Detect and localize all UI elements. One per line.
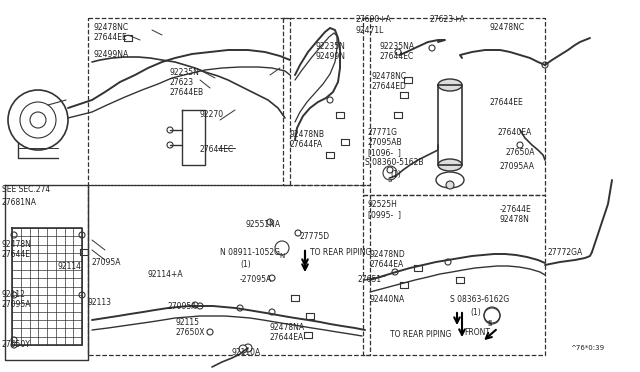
Text: 27095A: 27095A (168, 302, 198, 311)
Text: 27650X: 27650X (175, 328, 205, 337)
Text: N: N (279, 253, 284, 259)
Text: 92112: 92112 (2, 290, 26, 299)
Ellipse shape (438, 159, 462, 171)
Text: TO REAR PIPING: TO REAR PIPING (390, 330, 451, 339)
Text: 92499N: 92499N (315, 52, 345, 61)
Text: 27623: 27623 (170, 78, 194, 87)
Circle shape (239, 345, 247, 353)
Circle shape (269, 275, 275, 281)
Text: 92235N: 92235N (315, 42, 345, 51)
Text: 92499NA: 92499NA (93, 50, 128, 59)
Text: S 08360-5162B: S 08360-5162B (365, 158, 424, 167)
Text: 27644ED: 27644ED (372, 82, 407, 91)
Text: 92114+A: 92114+A (148, 270, 184, 279)
Text: 92440NA: 92440NA (370, 295, 405, 304)
Text: TO REAR PIPING: TO REAR PIPING (310, 248, 371, 257)
Text: -27095A: -27095A (240, 275, 272, 284)
Text: 27644FA: 27644FA (290, 140, 323, 149)
Text: 27644EE: 27644EE (490, 98, 524, 107)
Circle shape (387, 167, 393, 173)
Text: 92235NA: 92235NA (380, 42, 415, 51)
Circle shape (79, 292, 85, 298)
Text: 27644EC: 27644EC (380, 52, 414, 61)
Text: 92478NA: 92478NA (270, 323, 305, 332)
Text: 92235N: 92235N (170, 68, 200, 77)
Text: 92478NB: 92478NB (290, 130, 325, 139)
Text: 27644EB: 27644EB (170, 88, 204, 97)
Text: S: S (488, 321, 492, 327)
Circle shape (269, 309, 275, 315)
Text: [0995-  ]: [0995- ] (368, 210, 401, 219)
Text: 27650A: 27650A (506, 148, 536, 157)
Text: SEE SEC.274: SEE SEC.274 (2, 185, 51, 194)
Text: 27640EA: 27640EA (498, 128, 532, 137)
Text: 27644EA: 27644EA (270, 333, 304, 342)
Circle shape (327, 97, 333, 103)
Text: 27644EA: 27644EA (370, 260, 404, 269)
Text: 27095A: 27095A (92, 258, 122, 267)
Text: 92525H: 92525H (368, 200, 398, 209)
Circle shape (79, 232, 85, 238)
Circle shape (446, 181, 454, 189)
Circle shape (429, 45, 435, 51)
Circle shape (445, 259, 451, 265)
Text: 92113: 92113 (88, 298, 112, 307)
Text: S: S (387, 177, 392, 183)
Text: 27651: 27651 (358, 275, 382, 284)
Text: N 08911-1052G: N 08911-1052G (220, 248, 280, 257)
Text: 92110A: 92110A (232, 348, 261, 357)
Text: 27772GA: 27772GA (548, 248, 583, 257)
Circle shape (395, 49, 401, 55)
Circle shape (392, 269, 398, 275)
Text: (1): (1) (240, 260, 251, 269)
Circle shape (192, 302, 198, 308)
Text: 92478NC: 92478NC (372, 72, 407, 81)
Text: 27095AA: 27095AA (500, 162, 535, 171)
Circle shape (295, 230, 301, 236)
Text: 92114: 92114 (58, 262, 82, 271)
Circle shape (11, 342, 17, 348)
Text: 27775D: 27775D (300, 232, 330, 241)
Text: (1): (1) (390, 170, 401, 179)
Circle shape (11, 292, 17, 298)
Text: 92270: 92270 (200, 110, 224, 119)
Text: 27650Y: 27650Y (2, 340, 31, 349)
Circle shape (517, 142, 523, 148)
Text: 27644E: 27644E (2, 250, 31, 259)
Circle shape (197, 303, 203, 309)
Circle shape (244, 344, 252, 352)
Text: 27095A: 27095A (2, 300, 31, 309)
Text: (1): (1) (470, 308, 481, 317)
Text: ^76*0:39: ^76*0:39 (570, 345, 604, 351)
Circle shape (11, 337, 17, 343)
Circle shape (167, 142, 173, 148)
Text: 27095AB: 27095AB (368, 138, 403, 147)
Circle shape (267, 219, 273, 225)
Circle shape (11, 232, 17, 238)
Ellipse shape (438, 79, 462, 91)
Text: S 08363-6162G: S 08363-6162G (450, 295, 509, 304)
Text: 92478NC: 92478NC (490, 23, 525, 32)
Circle shape (167, 127, 173, 133)
Circle shape (237, 305, 243, 311)
Text: 92115: 92115 (175, 318, 199, 327)
Text: 92478ND: 92478ND (370, 250, 406, 259)
Text: S: S (488, 320, 492, 326)
Text: 27644EE: 27644EE (93, 33, 127, 42)
Text: 27771G: 27771G (368, 128, 398, 137)
Text: 92478NC: 92478NC (93, 23, 128, 32)
Text: 27690+A: 27690+A (355, 15, 391, 24)
Text: 92478N: 92478N (500, 215, 530, 224)
Circle shape (542, 62, 548, 68)
Text: FRONT: FRONT (464, 328, 490, 337)
Text: 27681NA: 27681NA (2, 198, 37, 207)
Text: 92478N: 92478N (2, 240, 32, 249)
Text: 92551NA: 92551NA (245, 220, 280, 229)
Text: -27644E: -27644E (500, 205, 532, 214)
Text: 27623+A: 27623+A (430, 15, 466, 24)
Text: 92471L: 92471L (355, 26, 383, 35)
Text: [1096-  ]: [1096- ] (368, 148, 401, 157)
Circle shape (207, 329, 213, 335)
Text: 27644EC: 27644EC (200, 145, 234, 154)
